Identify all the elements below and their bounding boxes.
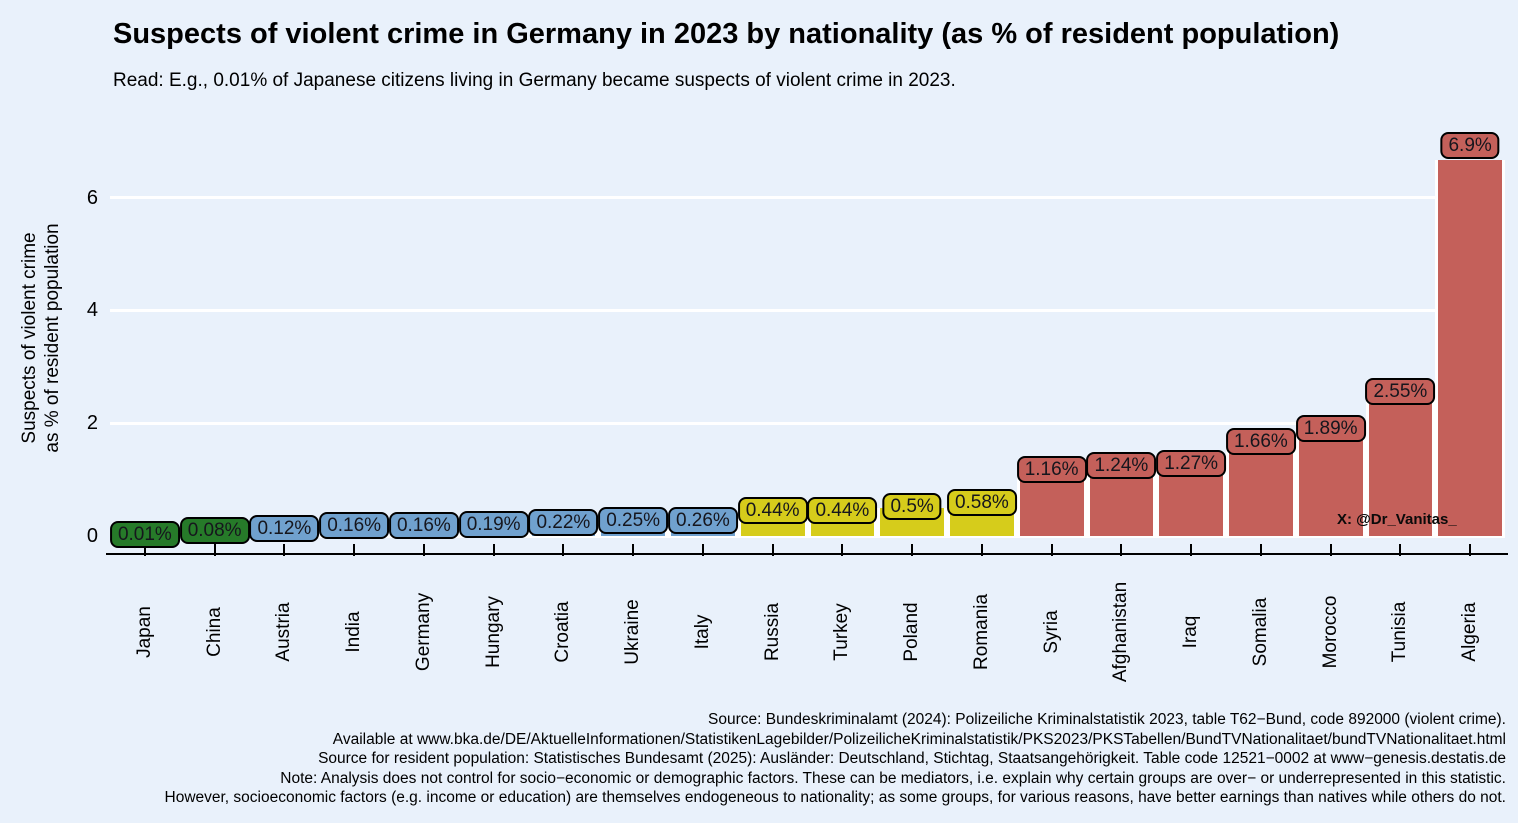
value-label-austria: 0.12%	[249, 514, 320, 542]
x-tick-label-somalia: Somalia	[1249, 597, 1271, 667]
footer-note-line: Note: Analysis does not control for soci…	[280, 769, 1506, 787]
x-tick-label-turkey: Turkey	[831, 603, 853, 661]
x-tick-hungary	[492, 544, 495, 556]
value-label-morocco: 1.89%	[1295, 414, 1366, 442]
watermark: X: @Dr_Vanitas_	[1337, 511, 1457, 528]
x-tick-morocco	[1329, 544, 1332, 556]
x-axis-line	[106, 553, 1508, 555]
value-label-russia: 0.44%	[737, 496, 808, 524]
x-tick-croatia	[562, 544, 565, 556]
value-label-china: 0.08%	[179, 516, 250, 544]
x-tick-italy	[701, 544, 704, 556]
footer-availability-line: Available at www.bka.de/DE/AktuelleInfor…	[332, 730, 1506, 748]
x-tick-ukraine	[632, 544, 635, 556]
x-tick-syria	[1050, 544, 1053, 556]
value-label-syria: 1.16%	[1016, 456, 1087, 484]
x-tick-romania	[980, 544, 983, 556]
y-tick-label-4: 4	[86, 299, 98, 322]
footer-note-line-2: However, socioeconomic factors (e.g. inc…	[164, 789, 1507, 807]
bar-algeria	[1435, 160, 1505, 536]
x-tick-label-hungary: Hungary	[482, 596, 504, 668]
value-label-croatia: 0.22%	[528, 509, 599, 537]
value-label-turkey: 0.44%	[807, 496, 878, 524]
x-tick-russia	[771, 544, 774, 556]
footer-source-line: Source: Bundeskriminalamt (2024): Polize…	[708, 711, 1506, 728]
y-tick-label-6: 6	[86, 186, 98, 209]
x-tick-tunisia	[1399, 544, 1402, 556]
x-tick-turkey	[841, 544, 844, 556]
x-tick-afghanistan	[1120, 544, 1123, 556]
gridline-y-6	[110, 196, 1505, 200]
value-label-iraq: 1.27%	[1156, 449, 1227, 477]
x-tick-label-austria: Austria	[273, 602, 295, 662]
x-tick-india	[353, 544, 356, 556]
y-tick-label-0: 0	[86, 525, 98, 547]
x-tick-label-ukraine: Ukraine	[622, 599, 644, 665]
y-tick-label-2: 2	[86, 412, 98, 435]
x-tick-austria	[283, 544, 286, 556]
page-title: Suspects of violent crime in Germany in …	[113, 18, 1340, 50]
x-tick-label-algeria: Algeria	[1459, 602, 1481, 662]
value-label-afghanistan: 1.24%	[1086, 451, 1157, 479]
value-label-poland: 0.5%	[882, 493, 942, 521]
value-label-algeria: 6.9%	[1440, 132, 1500, 160]
x-tick-label-syria: Syria	[1040, 610, 1062, 654]
x-tick-label-tunisia: Tunisia	[1389, 601, 1411, 663]
x-tick-japan	[143, 544, 146, 556]
footer-population-source-line: Source for resident population: Statisti…	[318, 750, 1506, 768]
x-tick-china	[213, 544, 216, 556]
x-tick-germany	[422, 544, 425, 556]
x-tick-somalia	[1259, 544, 1262, 556]
footer-notes: Source: Bundeskriminalamt (2024): Polize…	[0, 710, 1507, 808]
x-tick-label-croatia: Croatia	[552, 601, 574, 663]
bar-somalia	[1226, 442, 1296, 536]
value-label-germany: 0.16%	[388, 512, 459, 540]
x-tick-algeria	[1469, 544, 1472, 556]
x-tick-label-germany: Germany	[412, 592, 434, 672]
x-tick-label-poland: Poland	[901, 602, 923, 662]
value-label-somalia: 1.66%	[1225, 427, 1296, 455]
gridline-y-4	[110, 308, 1505, 312]
value-label-italy: 0.26%	[667, 506, 738, 534]
value-label-romania: 0.58%	[946, 488, 1017, 516]
bar-tunisia	[1365, 392, 1436, 536]
chart-subtitle: Read: E.g., 0.01% of Japanese citizens l…	[113, 70, 956, 91]
gridline-y-0	[110, 534, 1505, 538]
value-label-tunisia: 2.55%	[1365, 377, 1436, 405]
x-tick-poland	[911, 544, 914, 556]
value-label-india: 0.16%	[319, 512, 390, 540]
x-tick-label-russia: Russia	[761, 602, 783, 662]
x-tick-label-morocco: Morocco	[1319, 595, 1341, 669]
gridline-y-2	[110, 421, 1505, 425]
value-label-ukraine: 0.25%	[598, 507, 669, 535]
x-tick-label-romania: Romania	[970, 593, 992, 671]
x-tick-label-iraq: Iraq	[1180, 615, 1202, 649]
x-tick-label-japan: Japan	[133, 606, 155, 658]
x-tick-iraq	[1190, 544, 1193, 556]
value-label-japan: 0.01%	[109, 520, 180, 548]
bar-morocco	[1295, 429, 1366, 536]
x-tick-label-china: China	[203, 607, 225, 657]
x-tick-label-india: India	[343, 611, 365, 653]
x-tick-label-italy: Italy	[691, 614, 713, 650]
value-label-hungary: 0.19%	[458, 510, 529, 538]
x-tick-label-afghanistan: Afghanistan	[1110, 581, 1132, 683]
